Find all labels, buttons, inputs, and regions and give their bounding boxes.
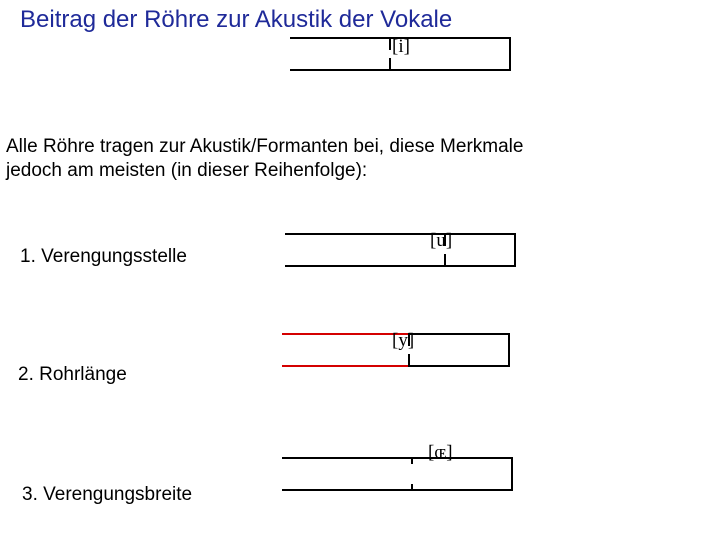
ipa-label-oe: [ɶ] [428, 442, 453, 464]
back-tube [282, 458, 412, 490]
front-tube [412, 458, 512, 490]
tube-diagram-oe [0, 0, 720, 540]
